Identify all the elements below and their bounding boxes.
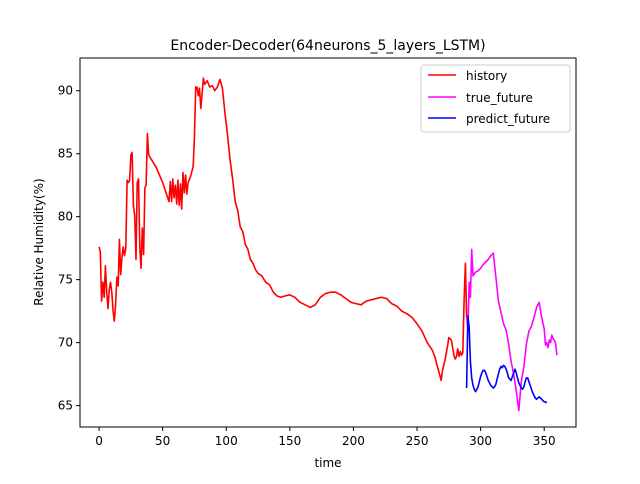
x-tick-label: 300	[469, 434, 492, 448]
x-axis-ticks: 0 50 100 150 200 250 300 350	[95, 427, 556, 448]
x-tick-label: 150	[278, 434, 301, 448]
y-tick-label: 75	[58, 273, 73, 287]
x-tick-label: 100	[215, 434, 238, 448]
x-tick-label: 0	[95, 434, 103, 448]
y-axis-ticks: 65 70 75 80 85 90	[58, 84, 80, 413]
series-line-predict-future	[465, 315, 548, 404]
x-tick-label: 200	[342, 434, 365, 448]
y-tick-label: 65	[58, 399, 73, 413]
x-axis-label: time	[314, 456, 341, 470]
series-line-history	[98, 77, 468, 382]
plot-frame	[79, 57, 577, 428]
y-tick-label: 85	[58, 147, 73, 161]
legend: history true_future predict_future	[420, 64, 571, 133]
x-tick-label: 250	[406, 434, 429, 448]
y-tick-label: 70	[58, 336, 73, 350]
x-tick-label: 350	[533, 434, 556, 448]
series-lines	[98, 77, 558, 412]
legend-history-label: history	[466, 69, 507, 83]
y-tick-label: 80	[58, 210, 73, 224]
series-line-true-future	[465, 248, 558, 412]
y-tick-label: 90	[58, 84, 73, 98]
legend-box	[420, 64, 571, 133]
y-axis-label: Relative Humidity(%)	[32, 178, 46, 305]
chart-title: Encoder-Decoder(64neurons_5_layers_LSTM)	[170, 38, 485, 54]
legend-true-future-label: true_future	[466, 91, 533, 105]
legend-predict-future-label: predict_future	[466, 112, 550, 126]
x-tick-label: 50	[155, 434, 170, 448]
